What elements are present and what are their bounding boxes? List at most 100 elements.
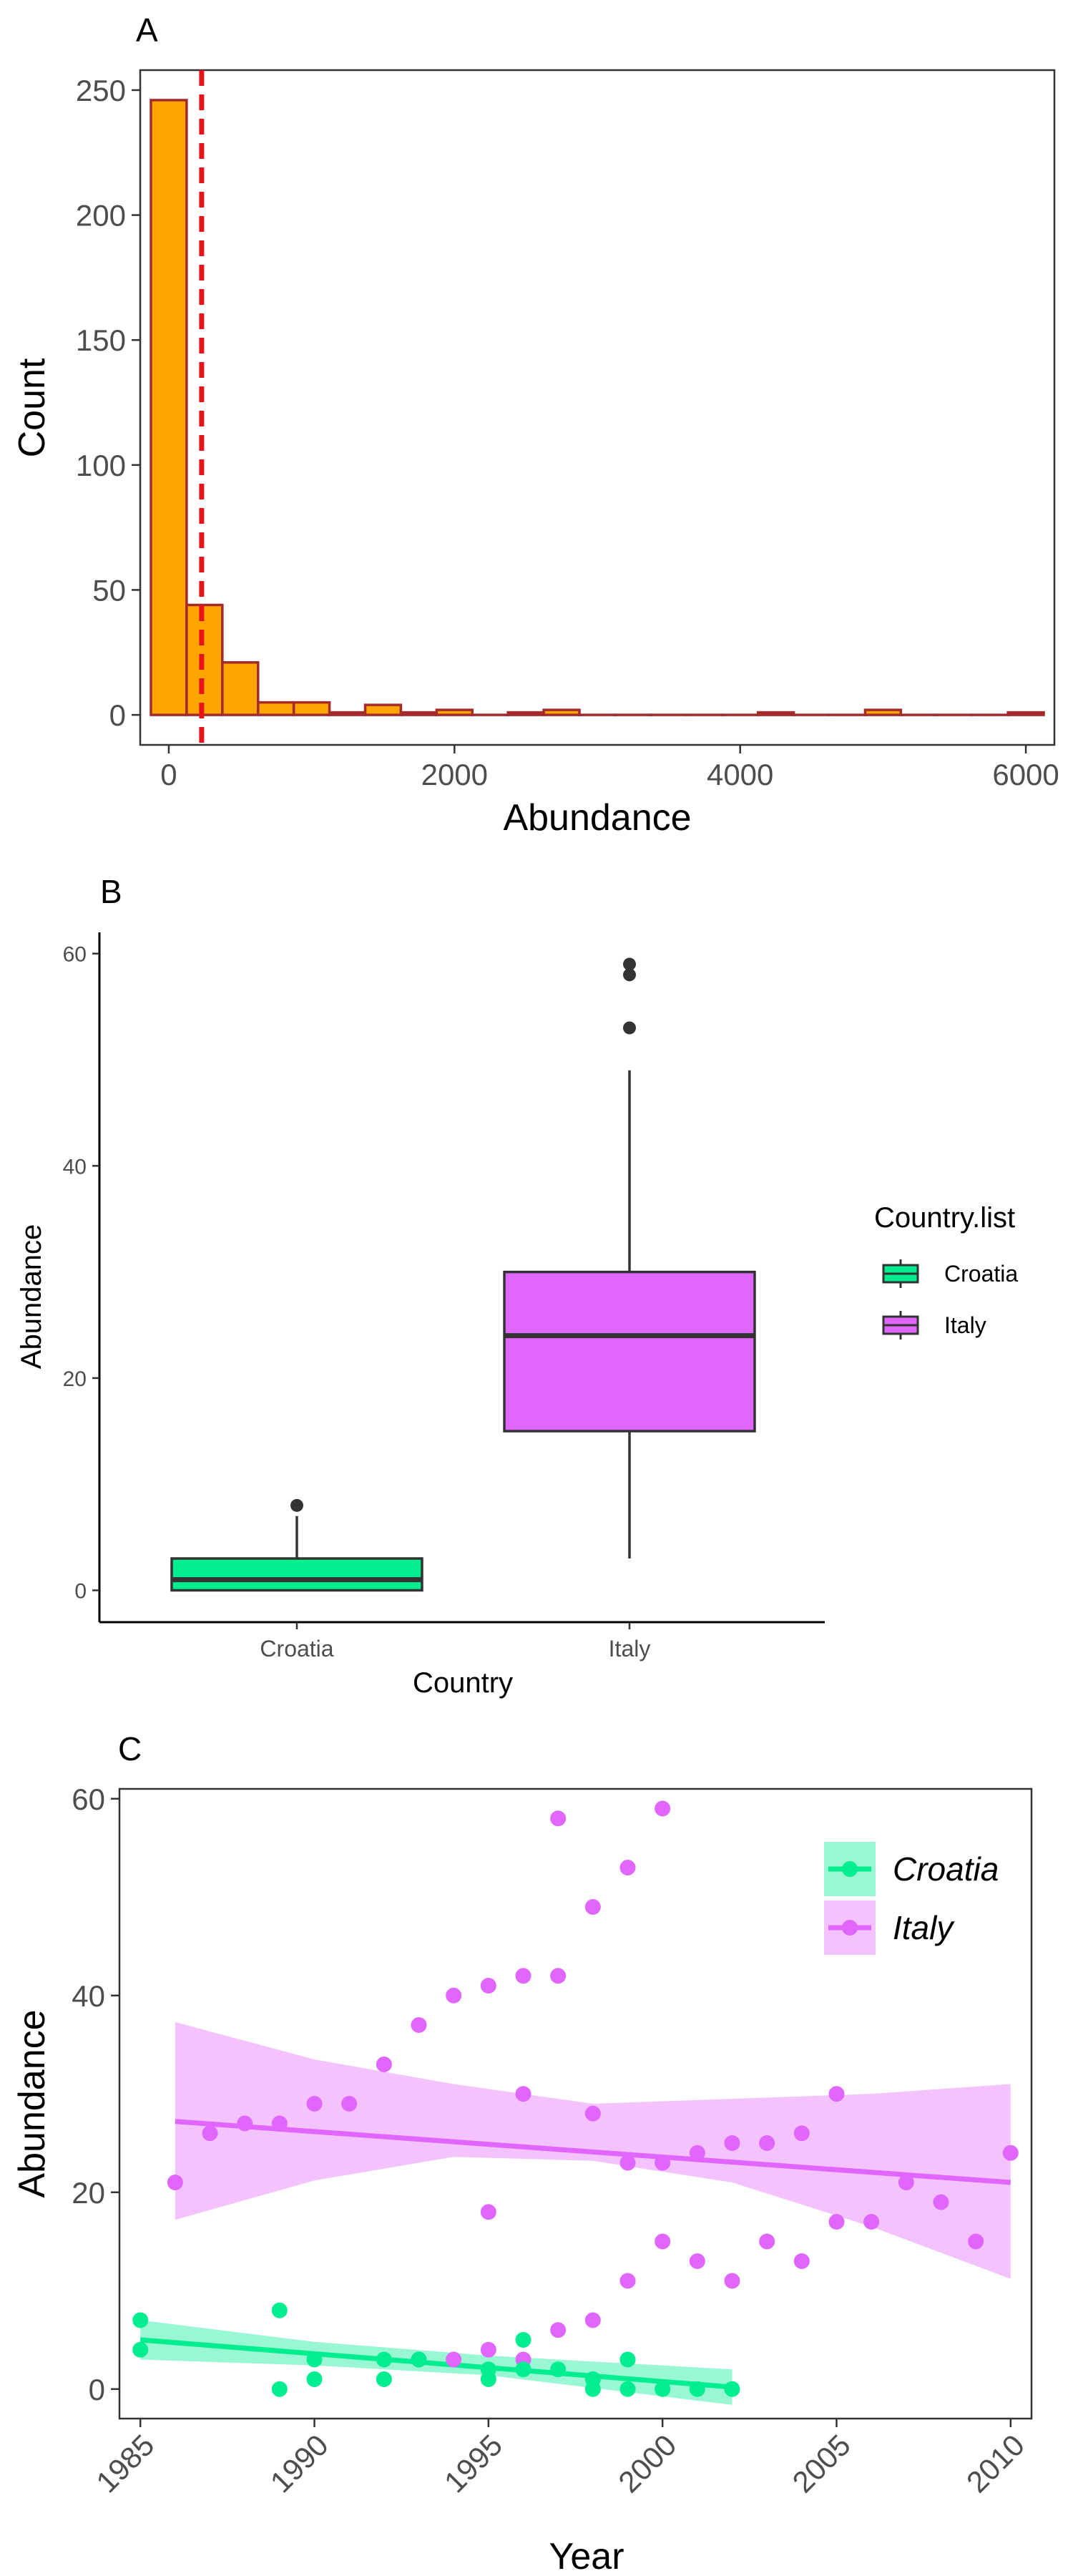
data-point-croatia bbox=[619, 2381, 636, 2397]
y-tick-label: 40 bbox=[72, 1979, 105, 2013]
data-point-italy bbox=[793, 2253, 810, 2269]
histogram-bar bbox=[363, 703, 403, 716]
data-point-italy bbox=[793, 2125, 810, 2142]
data-point-italy bbox=[480, 1978, 496, 1994]
outlier-point bbox=[623, 1021, 636, 1035]
y-tick-label: 0 bbox=[109, 698, 126, 732]
panel-c-x-ticks: 1985 1990 1995 2000 2005 2010 bbox=[89, 2419, 1031, 2499]
legend-key-point bbox=[842, 1920, 858, 1936]
panel-c-confidence-bands bbox=[140, 2021, 1011, 2405]
data-point-italy bbox=[480, 2204, 496, 2220]
data-point-croatia bbox=[550, 2361, 567, 2378]
panel-a-label: A bbox=[136, 11, 158, 49]
data-point-croatia bbox=[306, 2371, 323, 2387]
data-point-italy bbox=[584, 2312, 601, 2328]
data-point-italy bbox=[898, 2175, 914, 2190]
x-tick-label: 2005 bbox=[786, 2428, 857, 2499]
data-point-italy bbox=[724, 2135, 740, 2151]
data-point-italy bbox=[550, 1968, 567, 1984]
data-point-italy bbox=[655, 2155, 671, 2171]
data-point-italy bbox=[271, 2115, 288, 2132]
panel-b: B 0 20 40 60 Croatia Italy Country Abundance… bbox=[16, 873, 1018, 1699]
data-point-italy bbox=[446, 2351, 462, 2368]
data-point-croatia bbox=[411, 2351, 427, 2368]
fit-line-italy bbox=[175, 2119, 1011, 2185]
data-point-italy bbox=[1002, 2145, 1019, 2161]
legend-label: Croatia bbox=[893, 1850, 999, 1888]
data-point-italy bbox=[550, 2322, 567, 2338]
y-tick-label: 250 bbox=[76, 74, 126, 107]
panel-a-y-ticks: 0 50 100 150 200 250 bbox=[76, 74, 140, 732]
histogram-bar bbox=[542, 708, 581, 716]
fit-line-croatia bbox=[139, 2337, 733, 2390]
panel-c-x-axis-label: Year bbox=[549, 2536, 624, 2576]
legend-label: Italy bbox=[944, 1312, 986, 1338]
histogram-bar bbox=[863, 708, 903, 716]
data-point-italy bbox=[584, 1899, 601, 1915]
panel-c-fit-lines bbox=[139, 2119, 1011, 2390]
data-point-italy bbox=[550, 1810, 567, 1827]
y-tick-label: 50 bbox=[92, 573, 126, 607]
outlier-point bbox=[623, 968, 636, 982]
panel-a: A 0 50 100 150 200 250 0 2000 4000 6000 Abundanc… bbox=[11, 11, 1059, 839]
panel-b-y-ticks: 0 20 40 60 bbox=[63, 943, 99, 1604]
data-point-croatia bbox=[132, 2341, 149, 2358]
y-tick-label: 60 bbox=[72, 1782, 105, 1816]
y-tick-label: 60 bbox=[63, 943, 87, 967]
data-point-italy bbox=[759, 2135, 775, 2151]
data-point-italy bbox=[515, 1968, 531, 1984]
data-point-croatia bbox=[655, 2381, 671, 2397]
x-tick-label: Italy bbox=[609, 1636, 651, 1662]
histogram-bar bbox=[399, 711, 438, 716]
y-tick-label: 100 bbox=[76, 449, 126, 482]
histogram-bar bbox=[435, 708, 474, 716]
panel-b-x-axis-label: Country bbox=[413, 1667, 513, 1699]
histogram-bar bbox=[185, 603, 224, 716]
panel-c-legend: Croatia Italy bbox=[824, 1842, 999, 1955]
data-point-italy bbox=[724, 2273, 740, 2289]
data-point-italy bbox=[619, 2273, 636, 2289]
y-tick-label: 200 bbox=[76, 199, 126, 233]
x-tick-label: Croatia bbox=[260, 1636, 333, 1662]
data-point-italy bbox=[828, 2214, 845, 2230]
data-point-croatia bbox=[376, 2371, 392, 2387]
histogram-bar bbox=[756, 711, 795, 716]
data-point-croatia bbox=[584, 2381, 601, 2397]
legend-label: Croatia bbox=[944, 1261, 1018, 1287]
panel-a-x-axis-label: Abundance bbox=[503, 797, 691, 839]
panel-b-y-axis-label: Abundance bbox=[16, 1224, 47, 1369]
y-tick-label: 20 bbox=[63, 1367, 87, 1391]
x-tick-label: 1990 bbox=[264, 2428, 335, 2499]
data-point-croatia bbox=[271, 2302, 288, 2318]
data-point-italy bbox=[863, 2214, 880, 2230]
data-point-croatia bbox=[724, 2381, 740, 2397]
data-point-italy bbox=[619, 1860, 636, 1875]
data-point-italy bbox=[376, 2057, 392, 2072]
data-point-croatia bbox=[515, 2361, 531, 2378]
histogram-bar bbox=[221, 660, 260, 716]
y-tick-label: 150 bbox=[76, 323, 126, 357]
data-point-italy bbox=[968, 2233, 984, 2250]
data-point-italy bbox=[515, 2086, 531, 2102]
data-point-italy bbox=[306, 2096, 323, 2112]
data-point-italy bbox=[655, 2233, 671, 2250]
histogram-bar bbox=[150, 99, 188, 716]
x-tick-label: 2000 bbox=[612, 2428, 682, 2499]
panel-b-legend-title: Country.list bbox=[874, 1202, 1015, 1234]
panel-c-y-ticks: 0 20 40 60 bbox=[72, 1782, 119, 2406]
data-point-italy bbox=[689, 2145, 705, 2161]
panel-a-bars bbox=[150, 99, 1045, 716]
y-tick-label: 0 bbox=[74, 1580, 87, 1604]
outlier-point bbox=[623, 957, 636, 971]
panel-a-y-axis-label: Count bbox=[11, 358, 53, 457]
panel-b-x-ticks: Croatia Italy bbox=[260, 1622, 650, 1662]
data-point-italy bbox=[655, 1800, 671, 1817]
histogram-bar bbox=[1006, 711, 1045, 716]
data-point-italy bbox=[933, 2194, 949, 2210]
data-point-italy bbox=[237, 2115, 253, 2132]
data-point-croatia bbox=[515, 2332, 531, 2348]
panel-a-plot-border bbox=[139, 69, 1056, 746]
data-point-italy bbox=[411, 2017, 427, 2033]
y-tick-label: 20 bbox=[72, 2176, 105, 2210]
